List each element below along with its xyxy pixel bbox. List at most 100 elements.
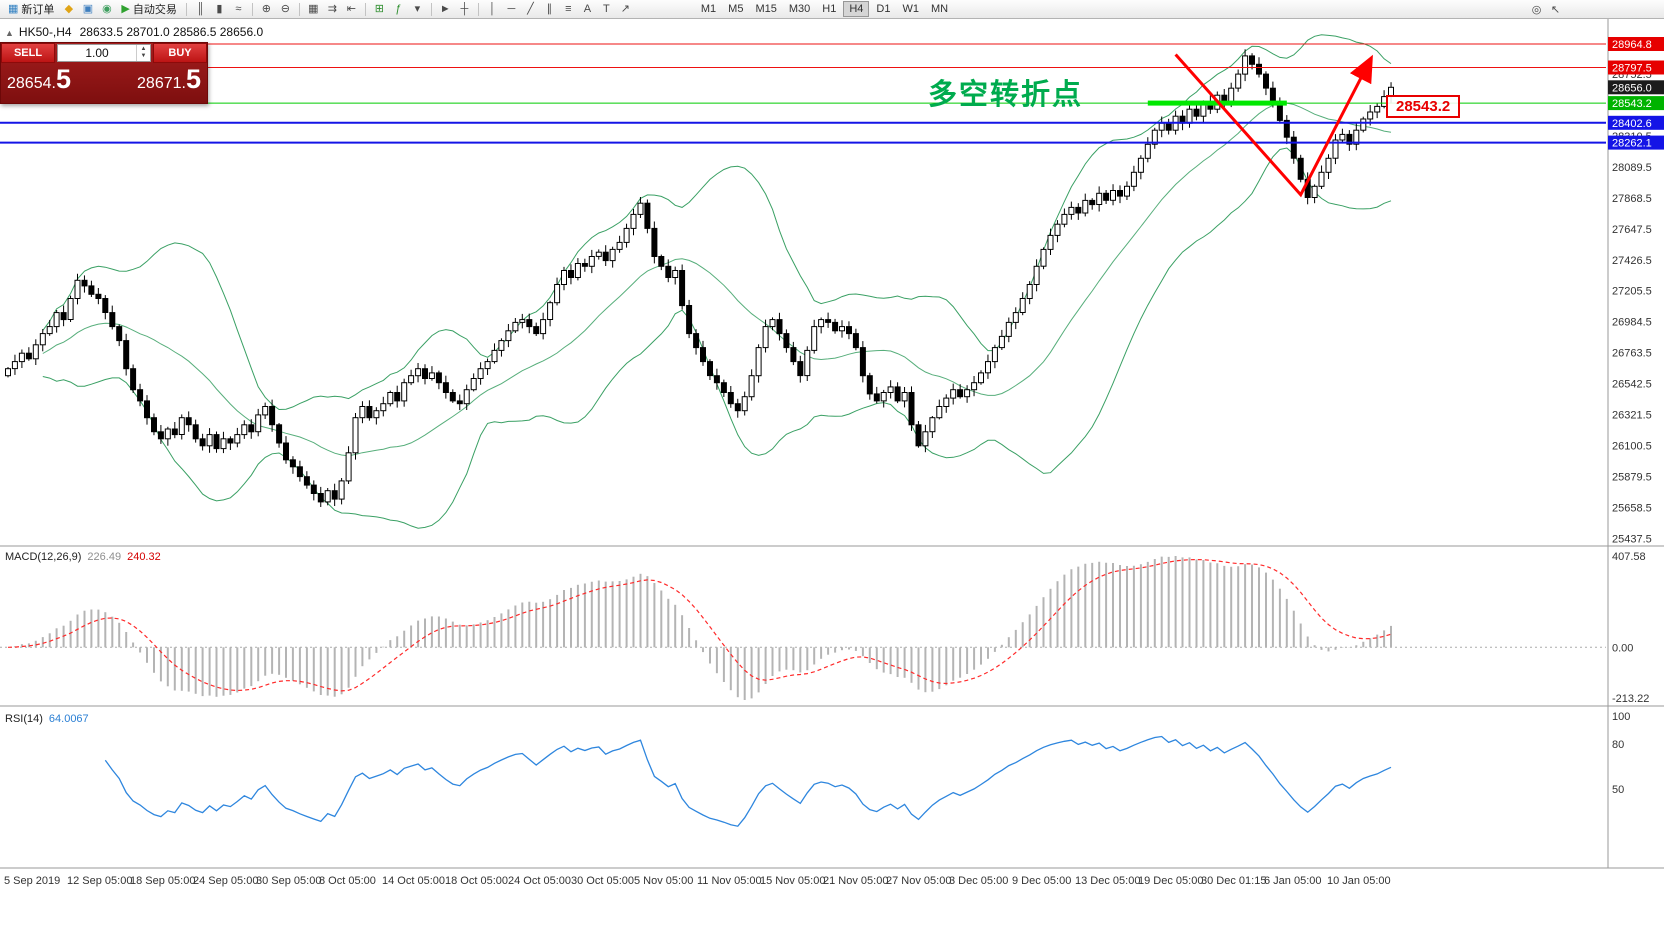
timeframe-mn[interactable]: MN xyxy=(930,3,949,15)
vertical-line-icon-glyph: │ xyxy=(488,3,496,15)
buy-price-main: 28671. xyxy=(137,75,186,92)
svg-text:26542.5: 26542.5 xyxy=(1612,379,1652,391)
zoom-in-icon[interactable]: ⊕ xyxy=(258,1,275,17)
price-box-28656.0[interactable] xyxy=(1608,80,1664,95)
svg-text:21 Nov 05:00: 21 Nov 05:00 xyxy=(823,875,888,887)
cursor-icon[interactable]: ► xyxy=(437,1,454,17)
volume-input[interactable] xyxy=(58,45,136,61)
chart-annotation-text[interactable]: 多空转折点 xyxy=(928,79,1084,111)
price-box-28402.6[interactable] xyxy=(1608,115,1664,130)
tile-windows-icon-glyph: ▦ xyxy=(308,3,319,15)
indicators-list-icon[interactable]: ▾ xyxy=(409,1,426,17)
svg-text:26984.5: 26984.5 xyxy=(1612,317,1652,329)
bar-chart-mode-icon[interactable]: ║ xyxy=(192,1,209,17)
vertical-line-icon[interactable]: │ xyxy=(484,1,501,17)
svg-text:18 Sep 05:00: 18 Sep 05:00 xyxy=(130,875,195,887)
price-box-28262.1[interactable] xyxy=(1608,135,1664,150)
horizontal-line-icon[interactable]: ─ xyxy=(503,1,520,17)
volume-down-icon[interactable]: ▼ xyxy=(140,53,147,59)
price-tag-label[interactable]: 28543.2 xyxy=(1386,95,1461,118)
line-chart-mode-icon-glyph: ≈ xyxy=(235,3,242,15)
indicators-list-icon-glyph: ▾ xyxy=(414,3,421,15)
arrows-icon-glyph: ↗ xyxy=(620,3,630,15)
toolbar-separator xyxy=(298,2,300,16)
svg-text:6 Jan 05:00: 6 Jan 05:00 xyxy=(1264,875,1322,887)
timeframe-m5[interactable]: M5 xyxy=(728,3,744,15)
sell-price-main: 28654. xyxy=(7,75,56,92)
rsi-line xyxy=(104,735,1392,827)
candlestick-mode-icon[interactable]: ▮ xyxy=(211,1,228,17)
horizontal-line-icon-glyph: ─ xyxy=(507,3,516,15)
macd-histogram xyxy=(13,556,1392,700)
trendline-icon-glyph: ╱ xyxy=(527,3,534,15)
svg-text:80: 80 xyxy=(1612,739,1624,751)
indicators-icon-glyph: ƒ xyxy=(395,3,402,15)
svg-text:50: 50 xyxy=(1612,784,1624,796)
new-chart-icon-glyph: ⊞ xyxy=(374,3,384,15)
buy-button[interactable]: BUY xyxy=(153,43,207,63)
candles-layer xyxy=(5,49,1394,507)
crosshair-icon-glyph: ┼ xyxy=(460,3,469,15)
chart-shift-icon-glyph: ⇤ xyxy=(346,3,356,15)
chart-shift-icon[interactable]: ⇤ xyxy=(343,1,360,17)
candlestick-mode-icon-glyph: ▮ xyxy=(216,3,223,15)
timeframe-d1[interactable]: D1 xyxy=(876,3,891,15)
rsi-value: 64.0067 xyxy=(48,713,89,725)
select-pointer-icon[interactable]: ↖ xyxy=(1550,3,1561,16)
volume-up-icon[interactable]: ▲ xyxy=(140,46,147,52)
timeframe-h4[interactable]: H4 xyxy=(843,1,870,17)
zoom-out-icon[interactable]: ⊖ xyxy=(277,1,294,17)
autotrading-button[interactable]: ▶ 自动交易 xyxy=(117,1,180,17)
market-icon[interactable]: ▣ xyxy=(79,1,96,17)
timeframe-m1[interactable]: M1 xyxy=(700,3,717,15)
svg-text:18 Oct 05:00: 18 Oct 05:00 xyxy=(445,875,508,887)
mql-community-icon[interactable]: ◆ xyxy=(60,1,77,17)
svg-text:27426.5: 27426.5 xyxy=(1612,255,1652,267)
svg-text:10 Jan 05:00: 10 Jan 05:00 xyxy=(1327,875,1391,887)
price-box-28797.5[interactable] xyxy=(1608,60,1664,75)
price-box-28964.8[interactable] xyxy=(1608,37,1664,51)
fibonacci-icon-glyph: ≡ xyxy=(565,3,572,15)
new-order-button[interactable]: ▦ 新订单 xyxy=(4,1,58,17)
cursor-icon-glyph: ► xyxy=(439,3,451,15)
svg-text:15 Nov 05:00: 15 Nov 05:00 xyxy=(760,875,825,887)
sell-price[interactable]: 28654.5 xyxy=(7,66,71,97)
trendline-icon[interactable]: ╱ xyxy=(522,1,539,17)
signals-icon[interactable]: ◉ xyxy=(98,1,115,17)
svg-text:28797.5: 28797.5 xyxy=(1612,63,1652,75)
tile-windows-icon[interactable]: ▦ xyxy=(305,1,322,17)
auto-scroll-icon[interactable]: ⇉ xyxy=(324,1,341,17)
channel-icon[interactable]: ∥ xyxy=(541,1,558,17)
line-chart-mode-icon[interactable]: ≈ xyxy=(230,1,247,17)
channel-icon-glyph: ∥ xyxy=(546,3,553,15)
buy-price[interactable]: 28671.5 xyxy=(137,66,201,97)
timeframe-h1[interactable]: H1 xyxy=(822,3,837,15)
svg-text:407.58: 407.58 xyxy=(1612,551,1646,563)
price-scale[interactable]: 28752.528310.528089.527868.527647.527426… xyxy=(1608,37,1664,546)
macd-name: MACD(12,26,9) xyxy=(5,551,82,563)
text-icon[interactable]: A xyxy=(579,1,596,17)
volume-spinner[interactable]: ▲ ▼ xyxy=(136,45,150,61)
svg-text:28656.0: 28656.0 xyxy=(1612,82,1652,94)
autotrading-glyph: ▶ xyxy=(121,3,130,15)
svg-text:27647.5: 27647.5 xyxy=(1612,224,1652,236)
price-chart-canvas[interactable]: 28752.528310.528089.527868.527647.527426… xyxy=(0,19,1664,942)
svg-text:-213.22: -213.22 xyxy=(1612,693,1649,705)
svg-text:27868.5: 27868.5 xyxy=(1612,193,1652,205)
trend-arrow-drawing[interactable] xyxy=(1174,53,1373,198)
svg-text:27 Nov 05:00: 27 Nov 05:00 xyxy=(886,875,951,887)
timeframe-w1[interactable]: W1 xyxy=(902,3,919,15)
search-icon[interactable]: ◎ xyxy=(1531,3,1542,16)
sell-button[interactable]: SELL xyxy=(1,43,55,63)
new-chart-icon[interactable]: ⊞ xyxy=(371,1,388,17)
timeframe-m30[interactable]: M30 xyxy=(788,3,811,15)
arrows-icon[interactable]: ↗ xyxy=(617,1,634,17)
price-box-28543.2[interactable] xyxy=(1608,96,1664,111)
fibonacci-icon[interactable]: ≡ xyxy=(560,1,577,17)
timeframe-m15[interactable]: M15 xyxy=(755,3,777,15)
one-click-collapse-icon[interactable]: ▲ xyxy=(5,28,14,38)
indicators-icon[interactable]: ƒ xyxy=(390,1,407,17)
crosshair-icon[interactable]: ┼ xyxy=(456,1,473,17)
text-label-icon[interactable]: T xyxy=(598,1,615,17)
